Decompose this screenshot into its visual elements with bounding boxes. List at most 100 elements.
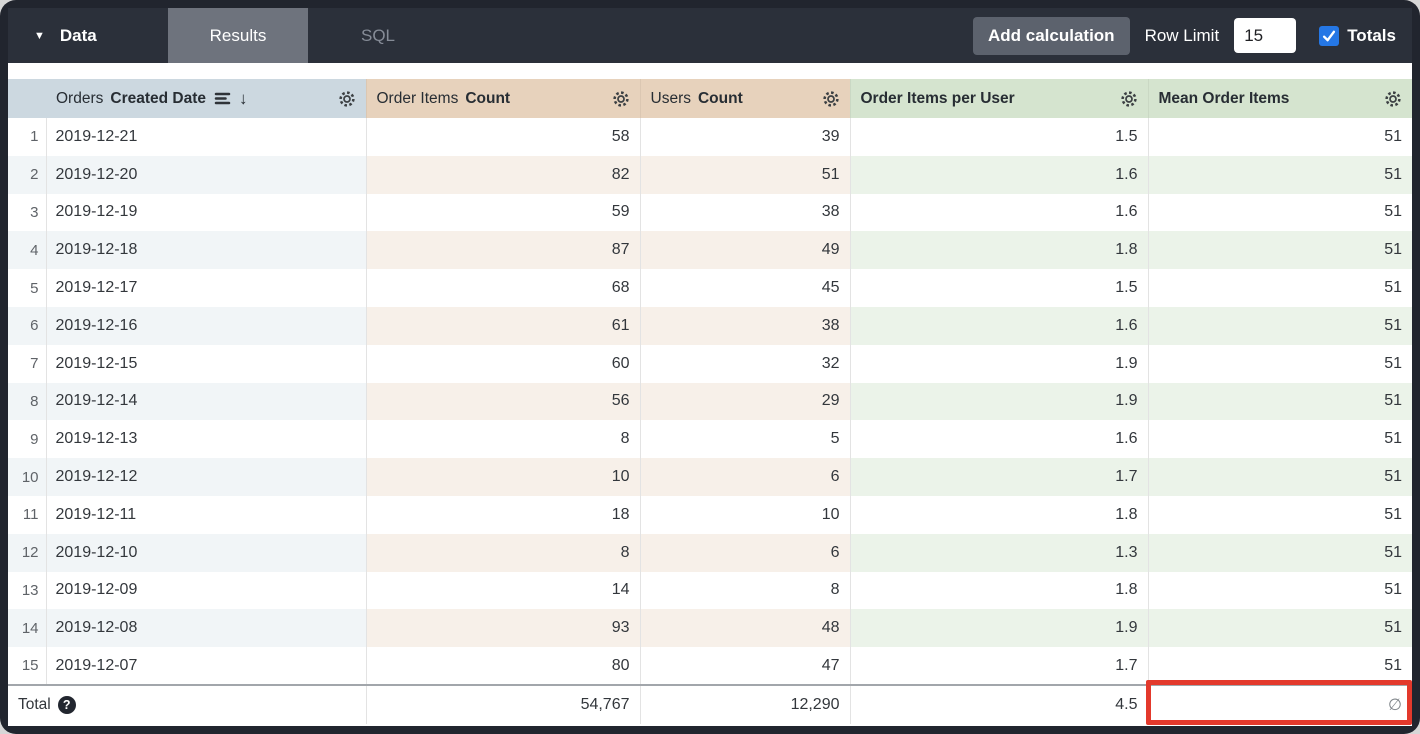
column-header-users-count[interactable]: Users Count	[639, 79, 850, 118]
tab-sql[interactable]: SQL	[360, 25, 396, 45]
cell-users-count[interactable]: 6	[639, 533, 850, 572]
cell-order-items-count[interactable]: 58	[365, 118, 640, 156]
cell-mean-order-items[interactable]: 51	[1147, 420, 1412, 459]
cell-order-items-per-user[interactable]: 1.6	[849, 155, 1148, 194]
cell-mean-order-items[interactable]: 51	[1147, 306, 1412, 345]
cell-users-count[interactable]: 51	[639, 155, 850, 194]
cell-users-count[interactable]: 39	[639, 118, 850, 156]
gear-icon[interactable]	[821, 89, 841, 109]
row-number: 14	[8, 609, 46, 648]
cell-order-items-count[interactable]: 60	[365, 344, 640, 383]
cell-mean-order-items[interactable]: 51	[1147, 647, 1412, 685]
data-menu[interactable]: ▼ Data	[8, 8, 168, 63]
totals-checkbox[interactable]	[1319, 25, 1340, 46]
cell-order-items-count[interactable]: 18	[365, 495, 640, 534]
cell-mean-order-items[interactable]: 51	[1147, 495, 1412, 534]
cell-order-items-count[interactable]: 68	[365, 269, 640, 307]
cell-users-count[interactable]: 47	[639, 647, 850, 685]
cell-order-items-per-user[interactable]: 1.7	[849, 458, 1148, 496]
cell-order-items-per-user[interactable]: 1.9	[849, 344, 1148, 383]
cell-mean-order-items[interactable]: 51	[1147, 344, 1412, 383]
cell-order-items-count[interactable]: 14	[365, 571, 640, 610]
cell-orders-created-date[interactable]: 2019-12-11	[45, 495, 366, 534]
cell-order-items-count[interactable]: 87	[365, 231, 640, 270]
cell-mean-order-items[interactable]: 51	[1147, 231, 1412, 270]
cell-mean-order-items[interactable]: 51	[1147, 533, 1412, 572]
cell-users-count[interactable]: 49	[639, 231, 850, 270]
cell-order-items-per-user[interactable]: 1.9	[849, 609, 1148, 648]
cell-orders-created-date[interactable]: 2019-12-20	[45, 155, 366, 194]
cell-mean-order-items[interactable]: 51	[1147, 458, 1412, 496]
row-number: 12	[8, 533, 46, 572]
cell-order-items-per-user[interactable]: 1.9	[849, 382, 1148, 421]
row-limit-input[interactable]	[1234, 18, 1297, 53]
help-icon[interactable]: ?	[57, 695, 76, 714]
cell-users-count[interactable]: 8	[639, 571, 850, 610]
row-number: 6	[8, 306, 46, 345]
cell-order-items-per-user[interactable]: 1.6	[849, 193, 1148, 232]
cell-users-count[interactable]: 38	[639, 193, 850, 232]
cell-order-items-per-user[interactable]: 1.3	[849, 533, 1148, 572]
cell-order-items-per-user[interactable]: 1.8	[849, 571, 1148, 610]
cell-mean-order-items[interactable]: 51	[1147, 193, 1412, 232]
cell-order-items-per-user[interactable]: 1.8	[849, 495, 1148, 534]
tab-results[interactable]: Results	[168, 8, 308, 63]
cell-order-items-count[interactable]: 80	[365, 647, 640, 685]
column-header-orders-created-date[interactable]: Orders Created Date ↓	[46, 79, 366, 118]
table-body: 1 2019-12-21 58 39 1.5 51 2 2019-12-20 8…	[8, 118, 1412, 685]
column-header-order-items-count[interactable]: Order Items Count	[365, 79, 640, 118]
rows-icon	[214, 92, 231, 105]
cell-order-items-count[interactable]: 82	[365, 155, 640, 194]
cell-orders-created-date[interactable]: 2019-12-13	[45, 420, 366, 459]
cell-mean-order-items[interactable]: 51	[1147, 609, 1412, 648]
cell-users-count[interactable]: 10	[639, 495, 850, 534]
cell-orders-created-date[interactable]: 2019-12-08	[45, 609, 366, 648]
cell-users-count[interactable]: 32	[639, 344, 850, 383]
cell-order-items-per-user[interactable]: 1.6	[849, 306, 1148, 345]
total-mean-order-items: ∅	[1147, 683, 1412, 724]
cell-mean-order-items[interactable]: 51	[1147, 571, 1412, 610]
cell-order-items-per-user[interactable]: 1.7	[849, 647, 1148, 685]
cell-order-items-per-user[interactable]: 1.5	[849, 269, 1148, 307]
cell-orders-created-date[interactable]: 2019-12-07	[45, 647, 366, 685]
gear-icon[interactable]	[337, 89, 357, 109]
cell-orders-created-date[interactable]: 2019-12-14	[45, 382, 366, 421]
cell-order-items-count[interactable]: 10	[365, 458, 640, 496]
cell-order-items-count[interactable]: 93	[365, 609, 640, 648]
cell-users-count[interactable]: 6	[639, 458, 850, 496]
gear-icon[interactable]	[1119, 89, 1139, 109]
cell-mean-order-items[interactable]: 51	[1147, 118, 1412, 156]
cell-orders-created-date[interactable]: 2019-12-18	[45, 231, 366, 270]
column-header-order-items-per-user[interactable]: Order Items per User	[849, 79, 1148, 118]
cell-order-items-count[interactable]: 61	[365, 306, 640, 345]
add-calculation-button[interactable]: Add calculation	[972, 16, 1130, 55]
cell-orders-created-date[interactable]: 2019-12-17	[45, 269, 366, 307]
cell-users-count[interactable]: 29	[639, 382, 850, 421]
cell-mean-order-items[interactable]: 51	[1147, 382, 1412, 421]
cell-order-items-per-user[interactable]: 1.6	[849, 420, 1148, 459]
gear-icon[interactable]	[611, 89, 631, 109]
cell-orders-created-date[interactable]: 2019-12-19	[45, 193, 366, 232]
cell-order-items-per-user[interactable]: 1.8	[849, 231, 1148, 270]
cell-users-count[interactable]: 45	[639, 269, 850, 307]
cell-order-items-count[interactable]: 56	[365, 382, 640, 421]
cell-users-count[interactable]: 48	[639, 609, 850, 648]
gear-icon[interactable]	[1383, 89, 1403, 109]
cell-orders-created-date[interactable]: 2019-12-15	[45, 344, 366, 383]
cell-orders-created-date[interactable]: 2019-12-12	[45, 458, 366, 496]
cell-order-items-count[interactable]: 8	[365, 420, 640, 459]
cell-order-items-count[interactable]: 8	[365, 533, 640, 572]
cell-users-count[interactable]: 38	[639, 306, 850, 345]
cell-order-items-count[interactable]: 59	[365, 193, 640, 232]
column-header-mean-order-items[interactable]: Mean Order Items	[1147, 79, 1412, 118]
cell-orders-created-date[interactable]: 2019-12-16	[45, 306, 366, 345]
cell-mean-order-items[interactable]: 51	[1147, 269, 1412, 307]
column-name: Count	[465, 89, 511, 107]
cell-users-count[interactable]: 5	[639, 420, 850, 459]
data-menu-label: Data	[59, 25, 97, 45]
cell-mean-order-items[interactable]: 51	[1147, 155, 1412, 194]
cell-orders-created-date[interactable]: 2019-12-09	[45, 571, 366, 610]
cell-orders-created-date[interactable]: 2019-12-10	[45, 533, 366, 572]
cell-orders-created-date[interactable]: 2019-12-21	[45, 118, 366, 156]
cell-order-items-per-user[interactable]: 1.5	[849, 118, 1148, 156]
